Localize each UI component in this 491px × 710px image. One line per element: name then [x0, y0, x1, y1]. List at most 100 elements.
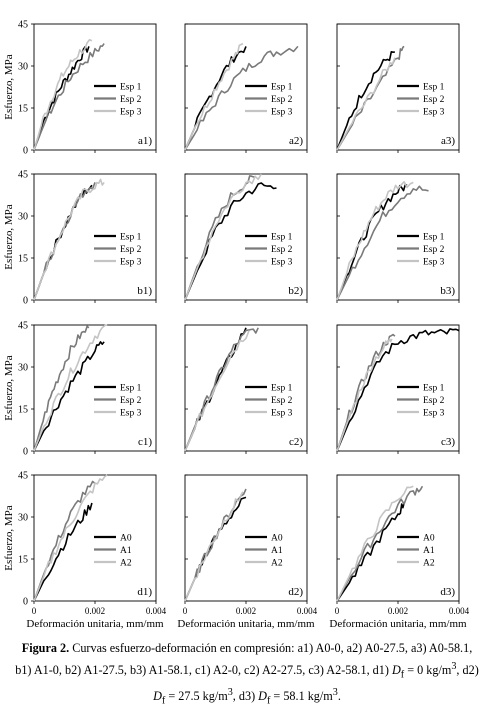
series-line: [33, 324, 108, 452]
legend-entry: Esp 3: [120, 409, 142, 419]
x-tick-label: 0.004: [146, 606, 167, 616]
series-line: [184, 173, 262, 301]
panel-label: d3): [440, 586, 455, 598]
legend-entry: Esp 1: [120, 384, 142, 394]
caption-df-subscript: f: [161, 695, 166, 706]
series-line: [184, 182, 277, 301]
legend-entry: Esp 1: [271, 233, 293, 243]
series-line: [336, 181, 414, 301]
panel-label: c2): [289, 436, 303, 448]
chart-panel: 0 15 30 45 Esfuerzo, MPa Esp 1 Esp 2 Esp 3 c1): [3, 321, 157, 458]
legend-entry: Esp 3: [120, 258, 142, 268]
legend-entry: Esp 2: [271, 95, 293, 105]
series-line: [184, 327, 259, 452]
panel-label: b1): [137, 285, 152, 297]
y-tick-label: 45: [18, 170, 28, 181]
legend-entry: A2: [271, 559, 283, 569]
legend-entry: Esp 3: [423, 258, 445, 268]
legend-entry: Esp 3: [423, 108, 445, 118]
y-axis-label: Esfuerzo, MPa: [3, 505, 15, 570]
caption-df-symbol: D: [391, 662, 401, 677]
panel-label: a1): [138, 135, 152, 147]
legend-entry: Esp 1: [423, 83, 445, 93]
figure-panels: 0 15 30 45 Esfuerzo, MPa Esp 1 Esp 2 Esp 3 a1) Es…: [3, 20, 470, 631]
chart-panel: 0 0.002 0.004 Deformación unitaria, mm/mm A0…: [329, 474, 470, 630]
x-tick-label: 0.002: [236, 606, 256, 616]
legend-entry: A0: [423, 534, 435, 544]
x-tick-label: 0.002: [388, 606, 408, 616]
caption-text: = 58.1 kg/m: [270, 688, 333, 703]
legend-entry: Esp 3: [271, 409, 293, 419]
figure-caption: Figura 2. Curvas esfuerzo-deformación en…: [14, 640, 480, 710]
legend-entry: Esp 2: [423, 245, 445, 255]
caption-text: = 27.5 kg/m: [165, 688, 228, 703]
legend-entry: A1: [120, 546, 132, 556]
legend-entry: Esp 1: [120, 83, 142, 93]
y-tick-label: 30: [18, 513, 28, 524]
panel-label: a2): [289, 135, 303, 147]
caption-text: Curvas esfuerzo-deformación en compresió…: [15, 641, 473, 677]
legend-entry: Esp 1: [423, 233, 445, 243]
series-line: [33, 474, 108, 602]
legend-entry: A1: [423, 546, 435, 556]
series-line: [33, 502, 93, 602]
x-tick-label: 0.004: [449, 606, 470, 616]
y-tick-label: 15: [18, 555, 28, 566]
chart-panel: 0 15 30 45 Esfuerzo, MPa Esp 1 Esp 2 Esp 3 a1): [3, 20, 157, 157]
legend-entry: A0: [120, 534, 132, 544]
legend-entry: A1: [271, 546, 283, 556]
series-line: [336, 50, 395, 151]
caption-unit-exponent: 3: [227, 686, 233, 698]
series-line: [336, 183, 408, 301]
legend-entry: Esp 3: [271, 108, 293, 118]
legend-entry: Esp 2: [271, 396, 293, 406]
y-tick-label: 0: [23, 296, 28, 307]
y-axis-label: Esfuerzo, MPa: [3, 355, 15, 420]
y-axis-label: Esfuerzo, MPa: [3, 54, 15, 119]
caption-df-subscript: f: [266, 695, 271, 706]
legend-entry: Esp 3: [423, 409, 445, 419]
legend-entry: Esp 2: [120, 95, 142, 105]
y-tick-label: 30: [18, 212, 28, 223]
series-line: [33, 184, 93, 301]
chart-panel: 0 15 30 45 Esfuerzo, MPa Esp 1 Esp 2 Esp 3 b1): [3, 170, 157, 307]
legend-entry: A2: [423, 559, 435, 569]
series-line: [33, 43, 105, 151]
x-axis-label: Deformación unitaria, mm/mm: [177, 618, 315, 630]
y-tick-label: 15: [18, 254, 28, 265]
legend-entry: Esp 1: [423, 384, 445, 394]
x-tick-label: 0.002: [85, 606, 105, 616]
x-tick-label: 0: [335, 606, 340, 616]
legend-entry: Esp 3: [271, 258, 293, 268]
y-tick-label: 0: [23, 146, 28, 157]
legend-entry: Esp 1: [271, 83, 293, 93]
legend-entry: Esp 2: [120, 245, 142, 255]
y-tick-label: 30: [18, 363, 28, 374]
series-line: [184, 491, 244, 602]
legend-entry: Esp 1: [271, 384, 293, 394]
y-tick-label: 45: [18, 20, 28, 31]
legend-entry: Esp 1: [120, 233, 142, 243]
legend-entry: Esp 2: [271, 245, 293, 255]
caption-text: , d3): [232, 688, 259, 703]
series-line: [33, 182, 96, 301]
series-line: [33, 178, 105, 301]
chart-panel: Esp 1 Esp 2 Esp 3 a2): [184, 23, 308, 153]
chart-panel: 0 0.002 0.004 Deformación unitaria, mm/mm A0…: [177, 474, 318, 630]
caption-text: .: [337, 688, 341, 703]
caption-df-symbol: D: [258, 688, 267, 703]
caption-unit-exponent: 3: [332, 686, 338, 698]
caption-df-symbol: D: [153, 688, 162, 703]
chart-panel: Esp 1 Esp 2 Esp 3 b3): [336, 173, 460, 303]
chart-panel: Esp 1 Esp 2 Esp 3 c2): [184, 324, 308, 454]
y-tick-label: 45: [18, 321, 28, 332]
caption-label: Figura 2.: [21, 641, 70, 655]
caption-df-subscript: f: [400, 669, 405, 680]
caption-text: = 0 kg/m: [404, 662, 452, 677]
legend-entry: A0: [271, 534, 283, 544]
panel-label: b2): [288, 285, 303, 297]
series-line: [336, 57, 396, 151]
series-line: [336, 485, 424, 602]
caption-unit-exponent: 3: [451, 660, 457, 672]
series-line: [33, 341, 105, 452]
